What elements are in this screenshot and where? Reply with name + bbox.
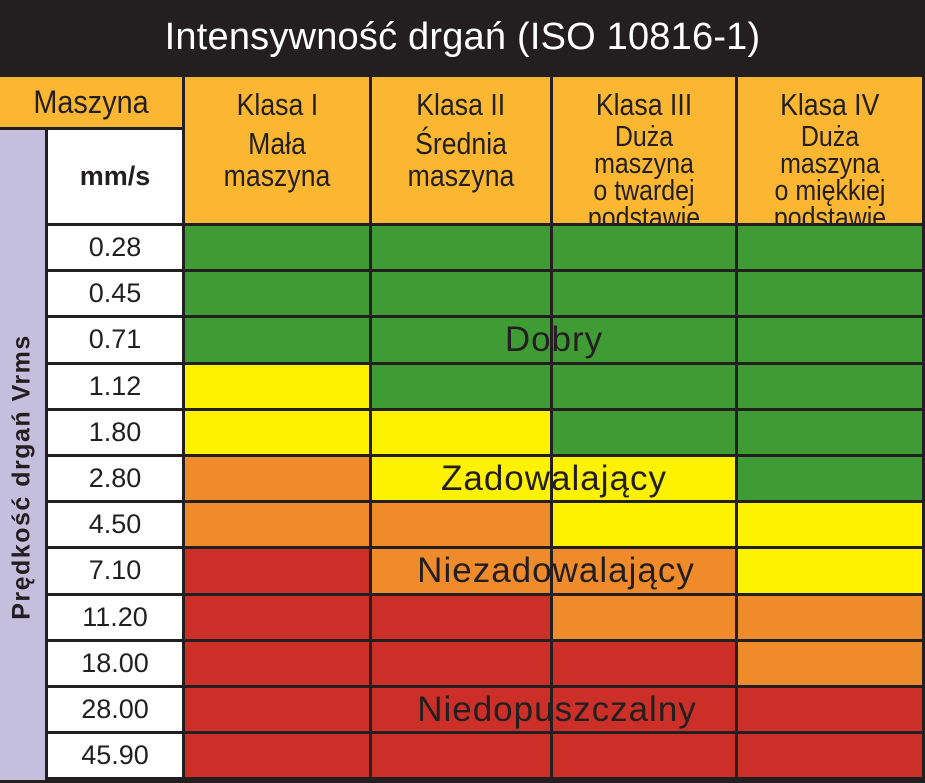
zone-cell-B: [372, 410, 550, 454]
row-value: 11.20: [48, 595, 182, 639]
zone-cell-D: [185, 641, 369, 685]
zone-cell-A: [553, 318, 735, 362]
zone-cell-A: [738, 364, 922, 408]
zone-cell-D: [738, 734, 922, 778]
row-value: 1.80: [48, 410, 182, 454]
zone-cell-D: [185, 595, 369, 639]
zone-cell-C: [185, 503, 369, 547]
class-header-2: Klasa II Średnia maszyna: [372, 77, 550, 223]
zone-cell-A: [553, 272, 735, 316]
row-value: 4.50: [48, 503, 182, 547]
zone-cell-A: [372, 272, 550, 316]
zone-cell-D: [738, 688, 922, 732]
class-name: Klasa IV: [780, 87, 880, 122]
zone-label-A: Dobry: [504, 320, 604, 359]
zone-label-B: Zadowalający: [441, 458, 667, 498]
zone-cell-D: [553, 734, 735, 778]
zone-cell-C: [553, 595, 735, 639]
zone-label-D: Niedopuszczalny: [417, 689, 697, 729]
zone-cell-D: [372, 641, 550, 685]
row-value: 45.90: [48, 734, 182, 778]
zone-cell-A: [185, 318, 369, 362]
row-value: 0.71: [48, 318, 182, 362]
zone-cell-A: [185, 272, 369, 316]
zone-label-C: Niezadowalający: [417, 551, 695, 590]
row-value: 7.10: [48, 549, 182, 593]
zone-cell-A: [553, 226, 735, 270]
zone-cell-D: [372, 595, 550, 639]
class-header-1: Klasa I Mała maszyna: [185, 77, 369, 223]
row-value: 18.00: [48, 641, 182, 685]
zone-cell-A: [185, 226, 369, 270]
zone-cell-A: [738, 410, 922, 454]
row-value: 1.12: [48, 364, 182, 408]
zone-cell-A: [372, 364, 550, 408]
zone-cell-C: [553, 549, 735, 593]
row-value: 28.00: [48, 688, 182, 732]
zone-cell-A: [738, 318, 922, 362]
unit-header: mm/s: [48, 130, 182, 223]
zone-cell-A: [553, 364, 735, 408]
class-description: Duża maszyna o miękkiej podstawie: [773, 121, 887, 234]
zone-cell-B: [738, 503, 922, 547]
zone-cell-C: [372, 549, 550, 593]
class-name: Klasa I: [236, 87, 318, 122]
zone-cell-D: [372, 688, 550, 732]
zone-cell-B: [372, 457, 550, 501]
zone-cell-A: [372, 318, 550, 362]
side-panel: [0, 130, 45, 780]
class-header-4: Klasa IV Duża maszyna o miękkiej podstawi…: [738, 77, 922, 232]
zone-cell-B: [553, 457, 735, 501]
class-header-3: Klasa III Duża maszyna o twardej podstawi…: [553, 77, 735, 232]
zone-cell-A: [372, 226, 550, 270]
row-value: 0.45: [48, 272, 182, 316]
zone-cell-C: [738, 595, 922, 639]
zone-cell-D: [185, 549, 369, 593]
zone-cell-C: [372, 503, 550, 547]
zone-cell-A: [738, 272, 922, 316]
class-description: Duża maszyna o twardej podstawie: [587, 121, 701, 234]
zone-cell-B: [185, 364, 369, 408]
zone-cell-C: [738, 641, 922, 685]
class-name: Klasa II: [416, 87, 506, 122]
zone-cell-B: [185, 410, 369, 454]
zone-cell-B: [738, 549, 922, 593]
zone-cell-A: [738, 457, 922, 501]
class-name: Klasa III: [595, 87, 693, 122]
row-value: 0.28: [48, 226, 182, 270]
y-axis-label: Prędkość drgań Vrms: [7, 334, 36, 620]
class-description: Mała maszyna: [223, 126, 331, 193]
zone-cell-A: [553, 410, 735, 454]
zone-cell-D: [185, 688, 369, 732]
machine-header-label: Maszyna: [33, 83, 149, 120]
row-value: 2.80: [48, 457, 182, 501]
zone-cell-D: [553, 641, 735, 685]
machine-header: Maszyna: [0, 77, 182, 127]
class-description: Średnia maszyna: [407, 126, 515, 193]
zone-cell-D: [372, 734, 550, 778]
zone-cell-A: [738, 226, 922, 270]
zone-cell-D: [553, 688, 735, 732]
zone-cell-C: [185, 457, 369, 501]
zone-cell-B: [553, 503, 735, 547]
zone-cell-D: [185, 734, 369, 778]
chart-title: Intensywność drgań (ISO 10816-1): [0, 0, 925, 74]
